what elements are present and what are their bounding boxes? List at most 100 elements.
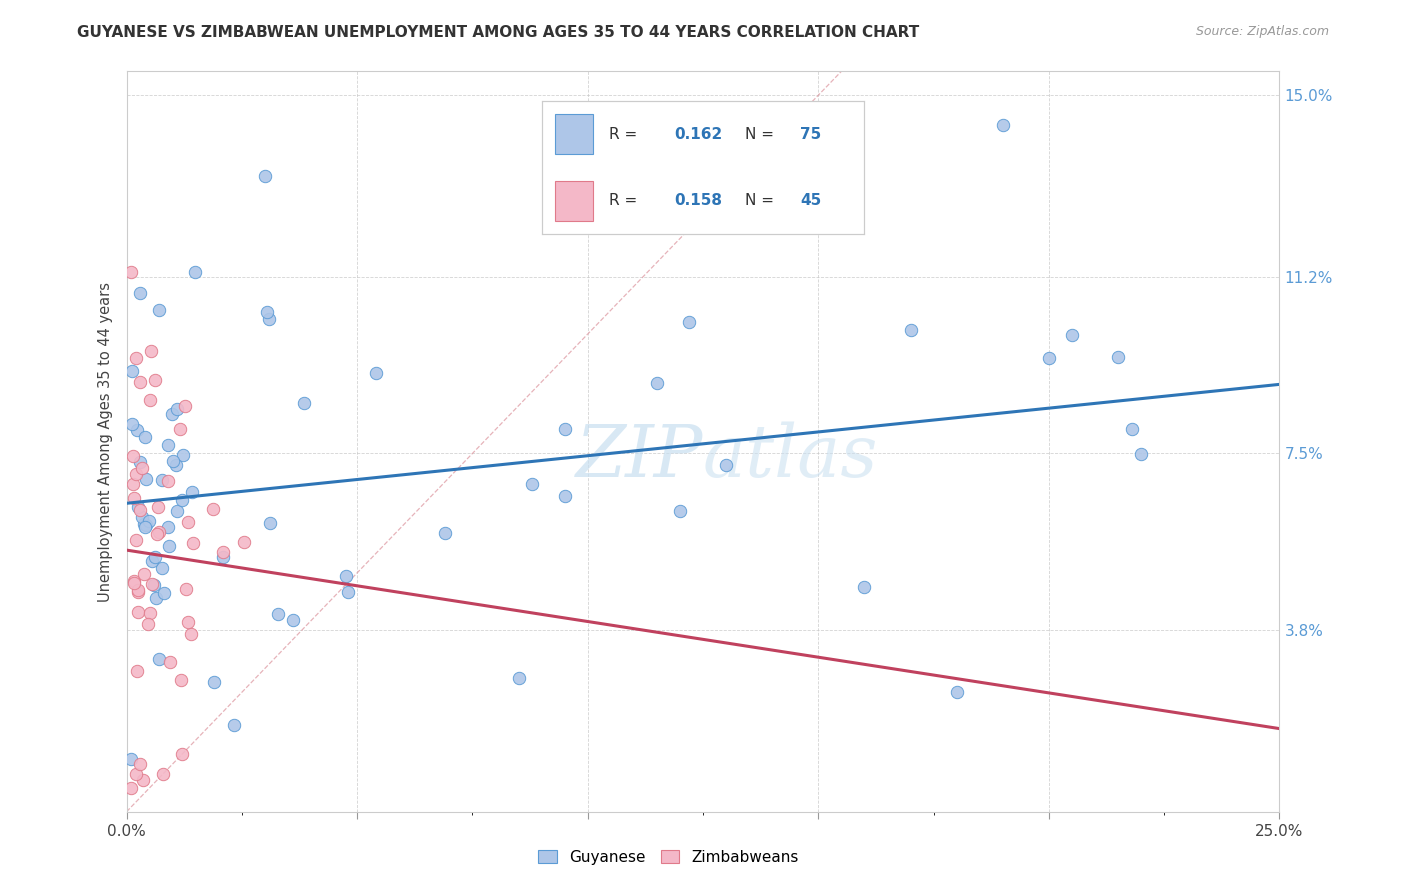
- Point: [157, 519, 180, 533]
- Point: [143, 373, 166, 387]
- Point: [157, 539, 180, 553]
- Point: [294, 396, 316, 410]
- Point: [714, 458, 737, 472]
- Point: [177, 515, 200, 529]
- Point: [172, 492, 194, 507]
- Point: [131, 509, 153, 524]
- Point: [145, 591, 167, 605]
- Point: [173, 399, 195, 413]
- Point: [148, 303, 170, 318]
- Point: [135, 518, 157, 533]
- Point: [281, 613, 304, 627]
- Point: [143, 549, 166, 564]
- Point: [129, 454, 152, 468]
- Point: [121, 477, 143, 491]
- Point: [183, 265, 205, 279]
- Point: [170, 673, 193, 688]
- Point: [120, 780, 142, 795]
- Point: [143, 578, 166, 592]
- Point: [148, 525, 170, 540]
- Point: [508, 671, 530, 685]
- Point: [177, 615, 200, 629]
- Point: [900, 323, 922, 337]
- Point: [127, 582, 149, 597]
- Point: [122, 449, 145, 463]
- Point: [174, 582, 197, 596]
- Point: [141, 344, 163, 359]
- Point: [132, 517, 155, 532]
- Point: [224, 718, 246, 732]
- Point: [125, 424, 148, 438]
- Point: [152, 766, 174, 780]
- Point: [150, 561, 173, 575]
- Point: [139, 606, 162, 620]
- Point: [169, 422, 191, 436]
- Point: [148, 651, 170, 665]
- Point: [129, 503, 152, 517]
- Point: [127, 605, 149, 619]
- Point: [132, 772, 155, 787]
- Point: [180, 484, 202, 499]
- Point: [165, 458, 187, 472]
- Point: [233, 535, 256, 549]
- Point: [1060, 327, 1083, 342]
- Point: [1121, 422, 1143, 436]
- Point: [132, 566, 155, 581]
- Y-axis label: Unemployment Among Ages 35 to 44 years: Unemployment Among Ages 35 to 44 years: [98, 282, 114, 601]
- Point: [162, 454, 184, 468]
- Point: [131, 460, 153, 475]
- Point: [256, 305, 278, 319]
- Point: [146, 527, 169, 541]
- Point: [157, 438, 180, 452]
- Point: [170, 747, 193, 762]
- Point: [257, 311, 280, 326]
- Point: [202, 674, 225, 689]
- Text: ZIP: ZIP: [575, 421, 703, 491]
- Point: [259, 516, 281, 530]
- Point: [136, 617, 159, 632]
- Point: [150, 473, 173, 487]
- Point: [122, 575, 145, 590]
- Point: [120, 752, 142, 766]
- Point: [134, 519, 156, 533]
- Point: [138, 514, 160, 528]
- Point: [160, 407, 183, 421]
- Point: [125, 533, 148, 548]
- Point: [121, 363, 143, 377]
- Text: GUYANESE VS ZIMBABWEAN UNEMPLOYMENT AMONG AGES 35 TO 44 YEARS CORRELATION CHART: GUYANESE VS ZIMBABWEAN UNEMPLOYMENT AMON…: [77, 25, 920, 40]
- Point: [120, 265, 142, 279]
- Point: [166, 401, 188, 416]
- Point: [180, 627, 202, 641]
- Point: [669, 504, 692, 518]
- Point: [335, 568, 357, 582]
- Legend: Guyanese, Zimbabweans: Guyanese, Zimbabweans: [531, 844, 804, 871]
- Point: [991, 118, 1014, 132]
- Point: [134, 430, 156, 444]
- Point: [853, 580, 876, 594]
- Text: atlas: atlas: [703, 421, 879, 491]
- Point: [1107, 351, 1129, 365]
- Point: [181, 536, 204, 550]
- Point: [124, 574, 146, 588]
- Point: [141, 554, 163, 568]
- Point: [645, 376, 668, 391]
- Point: [211, 550, 233, 565]
- Point: [554, 422, 576, 436]
- Point: [141, 577, 163, 591]
- Point: [1130, 447, 1153, 461]
- Point: [173, 448, 195, 462]
- Point: [554, 489, 576, 503]
- Point: [201, 502, 224, 516]
- Point: [156, 474, 179, 488]
- Point: [212, 545, 235, 559]
- Point: [135, 472, 157, 486]
- Point: [153, 586, 176, 600]
- Text: Source: ZipAtlas.com: Source: ZipAtlas.com: [1195, 25, 1329, 38]
- Point: [125, 467, 148, 481]
- Point: [159, 656, 181, 670]
- Point: [129, 375, 152, 389]
- Point: [253, 169, 276, 184]
- Point: [125, 766, 148, 780]
- Point: [146, 500, 169, 514]
- Point: [127, 500, 149, 515]
